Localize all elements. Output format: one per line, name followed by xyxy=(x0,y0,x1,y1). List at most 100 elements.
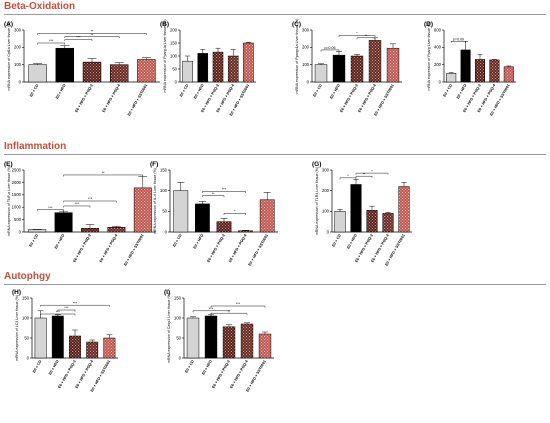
significance-label: *** xyxy=(48,206,53,210)
significance-label: *** xyxy=(88,197,93,201)
chart-panel-c: (C)mRNA expression of Ppargc1a Liver tis… xyxy=(292,19,402,117)
y-tick-label: 0 xyxy=(19,79,22,84)
y-axis-label: mRNA expression of Ppargc1a Liver tissue… xyxy=(295,19,299,94)
y-axis-label: mRNA expression of Pparg-la Liver tissue… xyxy=(163,19,167,92)
y-axis-label: mRNA expression of LC3 Liver tissue (%) xyxy=(15,295,19,361)
x-tick-label: E0 + HFD + PGQ-2 xyxy=(74,84,93,114)
significance-label: ** xyxy=(365,34,368,38)
x-tick-label: E0 + HFD xyxy=(48,359,60,375)
bar xyxy=(366,210,378,233)
y-axis-label: mRNA expression of TLR4 Liver tissue (%) xyxy=(315,167,319,235)
x-tick-label: E0 + CD xyxy=(331,233,342,247)
significance-label: ** xyxy=(91,33,94,37)
bar xyxy=(82,61,102,83)
y-axis-label: mRNA expression of TNF-α Liver tissue (%… xyxy=(7,166,11,236)
significance-label: ** xyxy=(363,172,366,176)
y-tick-label: 1500 xyxy=(12,192,22,197)
y-tick-label: 100 xyxy=(170,53,178,58)
significance-label: *** xyxy=(76,36,81,40)
bar xyxy=(227,55,239,83)
y-axis-label: mRNA expression of IL-6 Liver tissue (%) xyxy=(153,168,157,234)
y-tick-label: 150 xyxy=(22,295,30,300)
significance-label: p=0.06 xyxy=(324,46,335,50)
x-tick-label: E0 + HFD + PGQ-2 xyxy=(72,234,91,264)
x-tick-label: E0 + HFD + PGQ-2 xyxy=(339,84,358,114)
section-divider xyxy=(4,14,546,15)
bar xyxy=(103,337,116,359)
x-tick-label: E0 + HFD + PGQ-4 xyxy=(75,359,95,390)
y-tick-label: 100 xyxy=(160,188,168,193)
y-axis-label: mRNA expression of Cpt1a Liver tissue (%… xyxy=(7,21,11,90)
x-tick-label: E0 + CD xyxy=(312,83,323,97)
y-tick-label: 100 xyxy=(322,209,330,214)
section-divider xyxy=(4,284,546,285)
panel-label: (D) xyxy=(424,21,433,28)
significance-label: *** xyxy=(64,306,69,310)
y-tick-label: 100 xyxy=(174,315,182,320)
y-tick-label: 0 xyxy=(327,229,330,234)
section-title-beta-oxidation: Beta-Oxidation xyxy=(4,1,76,12)
y-tick-label: 400 xyxy=(434,45,442,50)
bar xyxy=(243,42,254,83)
bar xyxy=(386,47,400,83)
y-tick-label: 0 xyxy=(165,229,168,234)
x-tick-label: E0 + HFD xyxy=(193,233,205,249)
panel-label: (E) xyxy=(4,161,13,168)
y-tick-label: 50 xyxy=(176,335,181,340)
bar xyxy=(350,184,362,233)
chart-panel-i: (I)mRNA expression of Casp3 Liver tissue… xyxy=(164,289,274,393)
bar xyxy=(195,203,210,233)
panel-label: (I) xyxy=(164,289,170,296)
x-tick-label: E0 + HFD xyxy=(54,233,66,249)
bar xyxy=(258,333,272,359)
y-axis-label: mRNA expression of Pparg Liver tissue (%… xyxy=(427,21,431,90)
bar xyxy=(197,53,209,83)
significance-label: *** xyxy=(73,301,78,305)
significance-label: * xyxy=(347,174,349,178)
x-tick-label: E0 + HFD + PGQ-4 xyxy=(229,359,249,390)
y-tick-label: 50 xyxy=(172,66,177,71)
x-tick-label: E0 + HFD xyxy=(346,233,358,249)
y-tick-label: 0 xyxy=(307,79,310,84)
y-tick-label: 150 xyxy=(174,295,182,300)
x-tick-label: E0 + HFD xyxy=(329,83,341,99)
panel-label: (B) xyxy=(160,21,169,28)
significance-label: ** xyxy=(228,309,231,313)
panel-label: (G) xyxy=(312,161,321,168)
bar xyxy=(446,73,457,83)
significance-label: *** xyxy=(49,39,54,43)
significance-label: *** xyxy=(75,202,80,206)
bar xyxy=(182,60,193,83)
chart-panel-b: (B)mRNA expression of Pparg-la Liver tis… xyxy=(160,19,256,117)
bar xyxy=(173,190,189,233)
y-tick-label: 150 xyxy=(160,167,168,172)
x-tick-label: E0 + CD xyxy=(32,359,43,373)
x-tick-label: E0 + HFD xyxy=(193,83,205,99)
x-tick-label: E0 + CD xyxy=(172,233,183,247)
x-tick-label: E0 + HFD xyxy=(456,83,468,99)
y-tick-label: 300 xyxy=(14,27,22,32)
x-tick-label: E0 + HFD + SST0001 xyxy=(245,360,266,393)
bar xyxy=(28,229,47,233)
bar xyxy=(133,187,152,233)
x-tick-label: E0 + HFD + PGQ-2 xyxy=(211,360,230,390)
chart-panel-e: (E)mRNA expression of TNF-α Liver tissue… xyxy=(4,161,156,267)
bar xyxy=(474,59,486,83)
y-tick-label: 50 xyxy=(162,209,167,214)
x-tick-label: E0 + HFD + PGQ-4 xyxy=(228,233,248,264)
bar xyxy=(54,212,73,233)
panel-label: (F) xyxy=(150,161,158,168)
bar xyxy=(368,40,382,83)
x-tick-label: E0 + HFD + SST0001 xyxy=(127,84,148,117)
x-tick-label: E0 + HFD + SST0001 xyxy=(373,84,394,117)
bar xyxy=(34,317,47,359)
y-tick-label: 500 xyxy=(14,217,22,222)
x-tick-label: E0 + CD xyxy=(443,83,454,97)
y-tick-label: 1000 xyxy=(12,205,22,210)
chart-panel-d: (D)mRNA expression of Pparg Liver tissue… xyxy=(424,21,516,117)
x-tick-label: E0 + CD xyxy=(29,83,40,97)
y-tick-label: 300 xyxy=(302,27,310,32)
x-tick-label: E0 + HFD + PGQ-2 xyxy=(57,360,76,390)
